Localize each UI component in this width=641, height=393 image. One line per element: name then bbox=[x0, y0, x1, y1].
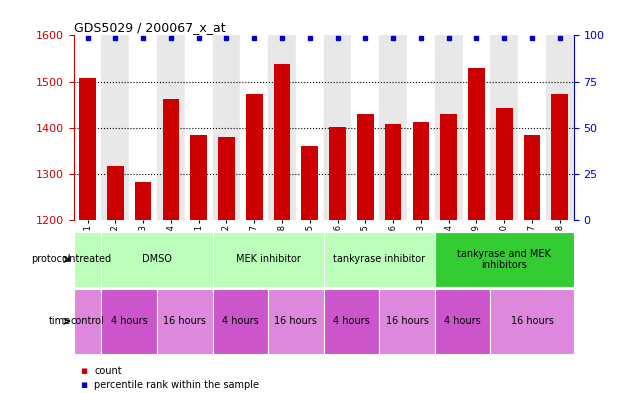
Bar bbox=[268, 289, 324, 354]
Text: ◾: ◾ bbox=[80, 380, 87, 390]
Bar bbox=[490, 289, 574, 354]
Bar bbox=[407, 35, 435, 220]
Bar bbox=[157, 35, 185, 220]
Bar bbox=[74, 232, 101, 287]
Bar bbox=[74, 289, 101, 354]
Bar bbox=[463, 35, 490, 220]
Bar bbox=[490, 35, 518, 220]
Text: untreated: untreated bbox=[63, 254, 112, 264]
Text: 4 hours: 4 hours bbox=[444, 316, 481, 326]
Bar bbox=[274, 64, 290, 220]
Bar bbox=[185, 35, 213, 220]
Text: DMSO: DMSO bbox=[142, 254, 172, 264]
Text: count: count bbox=[94, 366, 122, 376]
Bar bbox=[79, 78, 96, 220]
Bar bbox=[551, 94, 568, 220]
Bar bbox=[351, 35, 379, 220]
Text: 16 hours: 16 hours bbox=[274, 316, 317, 326]
Bar bbox=[163, 99, 179, 220]
Bar bbox=[157, 289, 213, 354]
Bar bbox=[129, 35, 157, 220]
Bar bbox=[296, 35, 324, 220]
Bar bbox=[324, 232, 435, 287]
Text: time: time bbox=[48, 316, 71, 326]
Bar bbox=[74, 35, 101, 220]
Bar bbox=[518, 35, 546, 220]
Text: GDS5029 / 200067_x_at: GDS5029 / 200067_x_at bbox=[74, 21, 226, 34]
Bar bbox=[435, 232, 574, 287]
Text: MEK inhibitor: MEK inhibitor bbox=[236, 254, 301, 264]
Bar bbox=[301, 146, 318, 220]
Bar bbox=[101, 232, 213, 287]
Text: protocol: protocol bbox=[31, 254, 71, 264]
Text: tankyrase and MEK
inhibitors: tankyrase and MEK inhibitors bbox=[457, 249, 551, 270]
Bar bbox=[379, 289, 435, 354]
Bar bbox=[435, 289, 490, 354]
Bar bbox=[435, 35, 463, 220]
Bar bbox=[324, 289, 379, 354]
Bar bbox=[218, 137, 235, 220]
Bar bbox=[546, 35, 574, 220]
Bar bbox=[135, 182, 151, 220]
Bar bbox=[357, 114, 374, 220]
Bar bbox=[101, 35, 129, 220]
Bar bbox=[107, 165, 124, 220]
Bar bbox=[190, 135, 207, 220]
Text: 4 hours: 4 hours bbox=[333, 316, 370, 326]
Bar bbox=[246, 94, 263, 220]
Bar bbox=[329, 127, 346, 220]
Bar bbox=[101, 289, 157, 354]
Bar bbox=[379, 35, 407, 220]
Text: 16 hours: 16 hours bbox=[163, 316, 206, 326]
Bar bbox=[268, 35, 296, 220]
Bar bbox=[413, 122, 429, 220]
Text: 16 hours: 16 hours bbox=[511, 316, 553, 326]
Bar bbox=[385, 124, 401, 220]
Bar bbox=[213, 232, 324, 287]
Bar bbox=[496, 108, 513, 220]
Bar bbox=[440, 114, 457, 220]
Bar bbox=[213, 35, 240, 220]
Text: 4 hours: 4 hours bbox=[111, 316, 147, 326]
Text: tankyrase inhibitor: tankyrase inhibitor bbox=[333, 254, 426, 264]
Text: 4 hours: 4 hours bbox=[222, 316, 259, 326]
Bar bbox=[240, 35, 268, 220]
Text: ◾: ◾ bbox=[80, 366, 87, 376]
Bar bbox=[468, 68, 485, 220]
Text: 16 hours: 16 hours bbox=[386, 316, 428, 326]
Bar bbox=[213, 289, 268, 354]
Bar bbox=[324, 35, 351, 220]
Bar bbox=[524, 135, 540, 220]
Text: control: control bbox=[71, 316, 104, 326]
Text: percentile rank within the sample: percentile rank within the sample bbox=[94, 380, 259, 390]
